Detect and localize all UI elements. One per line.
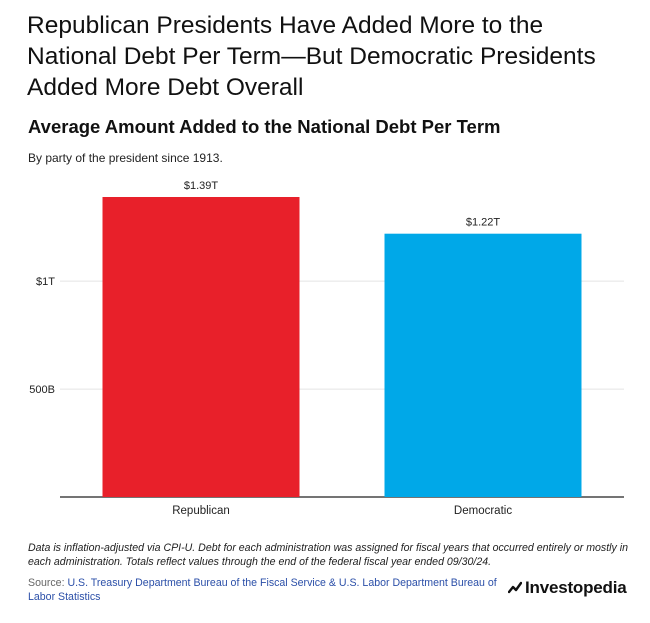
brand-logo: Investopedia [508,578,627,598]
chart-subtitle: Average Amount Added to the National Deb… [28,116,501,137]
bar-democratic [384,233,582,497]
source-line: Source: U.S. Treasury Department Bureau … [28,576,508,604]
labels: 500B $1T $1.39T Republican $1.22T Democratic [29,180,512,517]
y-tick-label: 500B [29,384,55,396]
brand-name: Investopedia [525,578,627,597]
footnote: Data is inflation-adjusted via CPI-U. De… [28,542,628,568]
bars [102,197,582,497]
bar-value-label: $1.22T [466,217,501,229]
x-category-label: Republican [172,505,230,517]
bar-republican [102,197,300,497]
chart-caption: By party of the president since 1913. [28,151,223,165]
y-tick-label: $1T [36,276,55,288]
chart-headline: Republican Presidents Have Added More to… [27,12,596,101]
source-label: Source: [28,577,68,589]
bar-value-label: $1.39T [184,180,219,192]
x-category-label: Democratic [454,505,512,517]
investopedia-logo-icon [508,581,522,594]
source-link[interactable]: U.S. Treasury Department Bureau of the F… [28,577,497,603]
bar-chart: 500B $1T $1.39T Republican $1.22T Democratic [29,180,624,517]
